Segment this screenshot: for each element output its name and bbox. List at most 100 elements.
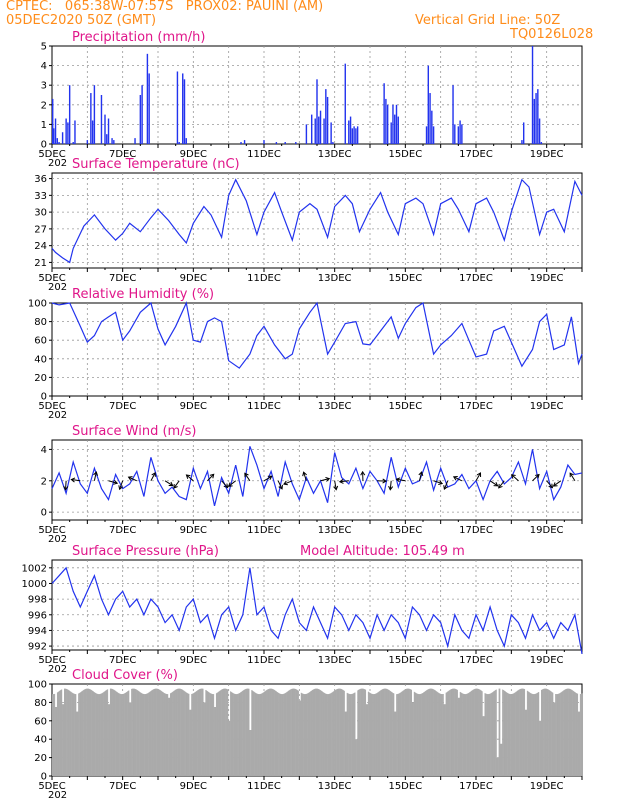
cloud-cover-bar bbox=[158, 689, 160, 776]
cloud-cover-bar bbox=[177, 688, 179, 776]
cloud-cover-bar bbox=[97, 693, 99, 776]
cloud-cover-bar bbox=[280, 693, 282, 776]
cloud-cover-bar bbox=[295, 689, 297, 776]
pressure-annotation: Model Altitude: 105.49 m bbox=[300, 544, 465, 559]
cloud-cover-bar bbox=[565, 688, 567, 776]
cloud-cover-bar bbox=[573, 691, 575, 776]
wind-xtick-label: 17DEC bbox=[459, 525, 493, 536]
cloud-cover-bar bbox=[198, 689, 200, 776]
cloud-cover-bar bbox=[463, 693, 465, 776]
cloud-cover-bar bbox=[466, 693, 468, 776]
cloud-cover-bar bbox=[479, 689, 481, 776]
cloud-cover-bar bbox=[342, 689, 344, 776]
cloud-cover-bar bbox=[180, 689, 182, 776]
cloud-cover-bar bbox=[399, 692, 401, 776]
cloud-cover-bar bbox=[536, 692, 538, 776]
cloud-cover-bar bbox=[316, 688, 318, 776]
cloud-cover-bar bbox=[224, 688, 226, 776]
cloud-cover-bar bbox=[513, 693, 515, 776]
cloud-cover-bar bbox=[244, 689, 246, 776]
cloud-cover-bar bbox=[73, 693, 75, 776]
cloud-cover-panel: 0 20 40 60 80 100 5DEC 7DEC 9DEC 11DEC 13DEC 15DEC 1… bbox=[28, 668, 584, 800]
precipitation-bar bbox=[61, 132, 64, 144]
wind-xtick-label: 19DEC bbox=[530, 525, 564, 536]
cloud-cover-bar bbox=[141, 693, 143, 776]
cloud-cover-bar bbox=[167, 697, 169, 776]
cloud-cover-bar bbox=[560, 692, 562, 776]
cloud-cover-bar bbox=[329, 693, 331, 776]
cloud-cover-bar bbox=[185, 692, 187, 776]
cloud-cover-bar bbox=[544, 688, 546, 776]
cloud-cover-bar bbox=[114, 690, 116, 776]
cloud-cover-bar bbox=[182, 690, 184, 776]
cloud-cover-bar bbox=[384, 688, 386, 776]
pressure-xtick-label: 17DEC bbox=[459, 655, 493, 666]
wind-arrowhead bbox=[151, 471, 156, 477]
precipitation-bar bbox=[310, 114, 313, 144]
pressure-line bbox=[51, 566, 583, 655]
cloud-cover-bar bbox=[262, 692, 264, 776]
cloud-cover-year-fragment: 202 bbox=[48, 790, 67, 800]
temperature-xtick-label: 11DEC bbox=[247, 273, 281, 284]
cloud-cover-bar bbox=[162, 691, 164, 776]
wind-arrowhead bbox=[438, 480, 444, 485]
cloud-cover-bar bbox=[403, 689, 405, 776]
cloud-cover-bar bbox=[57, 691, 59, 776]
wind-arrow bbox=[263, 475, 273, 482]
cloud-cover-bar bbox=[538, 720, 540, 776]
humidity-panel: 0 20 40 60 80 100 5DEC 7DEC 9DEC 11DEC 13DEC 15DEC 1… bbox=[28, 287, 583, 421]
cloud-cover-bar bbox=[327, 694, 329, 776]
cloud-cover-bar bbox=[232, 693, 234, 776]
cloud-cover-bar bbox=[359, 689, 361, 776]
cloud-cover-bar bbox=[423, 692, 425, 776]
cloud-cover-bar bbox=[155, 688, 157, 776]
cloud-cover-bar bbox=[500, 743, 502, 776]
cloud-cover-bar bbox=[448, 690, 450, 776]
humidity-xtick-label: 11DEC bbox=[247, 401, 281, 412]
precipitation-bar bbox=[54, 118, 57, 144]
cloud-cover-bar bbox=[517, 690, 519, 776]
wind-arrow bbox=[396, 478, 406, 482]
cloud-cover-bar bbox=[471, 690, 473, 776]
cloud-cover-bar bbox=[71, 692, 73, 776]
cloud-cover-bar bbox=[232, 692, 234, 776]
precipitation-bar bbox=[452, 85, 454, 144]
temperature-xtick-label: 9DEC bbox=[180, 273, 207, 284]
cloud-cover-bar bbox=[168, 697, 170, 776]
cloud-cover-bar bbox=[245, 688, 247, 776]
wind-arrow bbox=[186, 474, 194, 482]
cloud-cover-bar bbox=[336, 689, 338, 776]
wind-arrowhead bbox=[283, 480, 288, 486]
cloud-cover-bar bbox=[297, 690, 299, 776]
cloud-cover-bar bbox=[64, 688, 66, 776]
cloud-cover-bar bbox=[495, 690, 497, 776]
precipitation-bar bbox=[383, 83, 385, 144]
precipitation-bar bbox=[390, 122, 392, 144]
cloud-cover-bar bbox=[312, 690, 314, 776]
cloud-cover-bar bbox=[574, 691, 576, 776]
cloud-cover-bar bbox=[582, 693, 584, 776]
cloud-cover-ytick-label: 80 bbox=[34, 698, 47, 709]
cloud-cover-bar bbox=[151, 690, 153, 776]
cloud-cover-bar bbox=[239, 692, 241, 776]
cloud-cover-bar bbox=[502, 689, 504, 776]
cloud-cover-bar bbox=[252, 691, 254, 776]
cloud-cover-bar bbox=[302, 693, 304, 776]
cloud-cover-bar bbox=[314, 688, 316, 776]
cloud-cover-bar bbox=[272, 689, 274, 776]
cloud-cover-bar bbox=[497, 757, 499, 776]
cloud-cover-bar bbox=[456, 689, 458, 776]
cloud-cover-bar bbox=[570, 689, 572, 776]
cloud-cover-bar bbox=[136, 689, 138, 776]
cloud-cover-bar bbox=[199, 688, 201, 776]
cloud-cover-xtick-label: 15DEC bbox=[388, 781, 422, 792]
cloud-cover-bar bbox=[485, 693, 487, 776]
precipitation-bar bbox=[72, 142, 74, 144]
cloud-cover-bar bbox=[442, 694, 444, 776]
cloud-cover-bar bbox=[121, 694, 123, 776]
precipitation-bar bbox=[429, 93, 431, 144]
cloud-cover-bar bbox=[478, 689, 480, 776]
precipitation-bar bbox=[533, 98, 536, 144]
cloud-cover-bar bbox=[441, 694, 443, 776]
cloud-cover-bar bbox=[391, 692, 393, 776]
